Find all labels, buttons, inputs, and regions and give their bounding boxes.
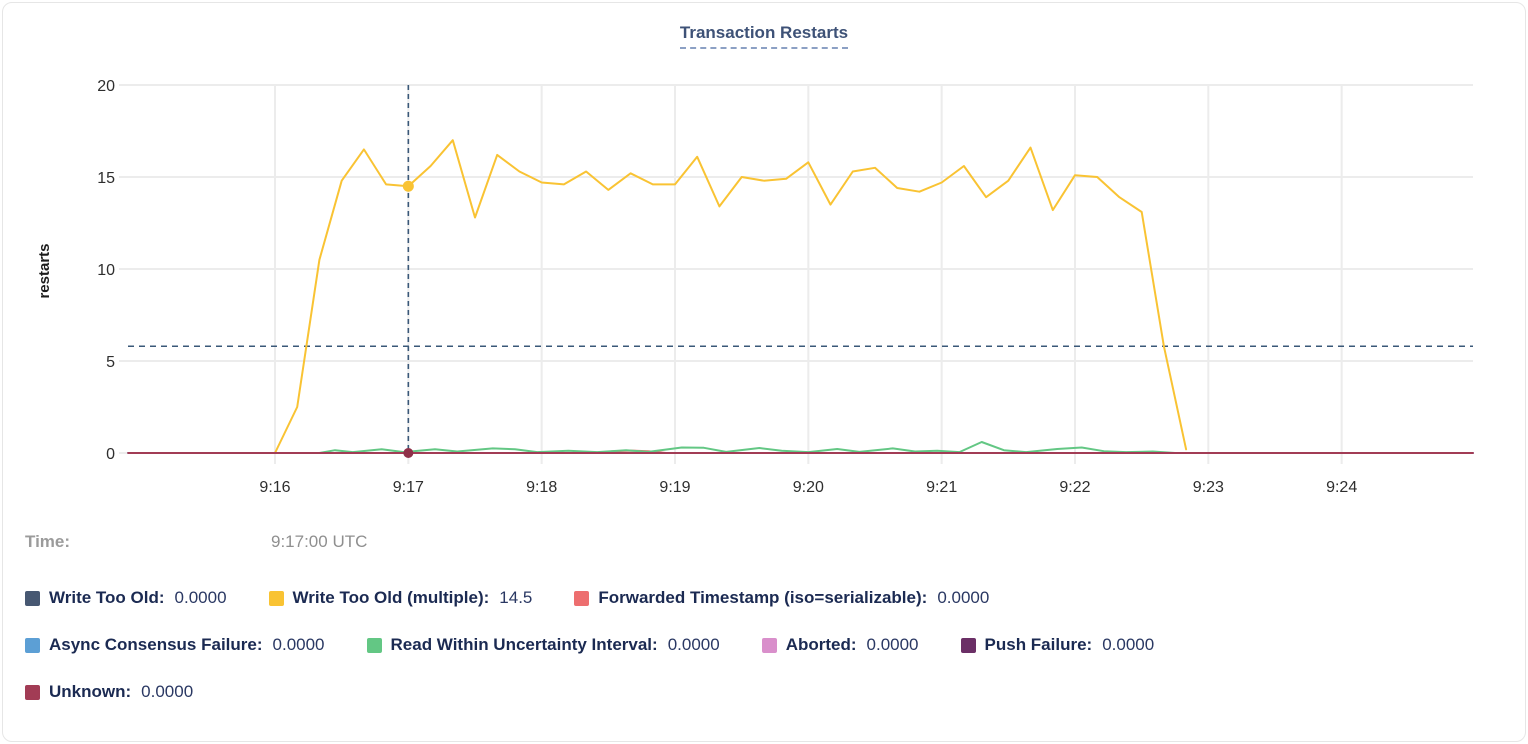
legend-label: Async Consensus Failure: [49,635,263,654]
legend-item-push-failure[interactable]: Push Failure: 0.0000 [960,634,1155,656]
x-axis-tick-label: 9:18 [526,479,557,496]
legend-value: 0.0000 [141,682,194,701]
legend-swatch-icon [25,684,40,700]
legend-swatch-icon [761,637,777,653]
x-axis-tick-label: 9:16 [259,479,290,496]
legend-value: 0.0000 [667,635,720,654]
x-axis-tick-label: 9:21 [926,479,957,496]
legend-value: 0.0000 [272,635,325,654]
legend-value: 0.0000 [866,635,919,654]
legend-row: Write Too Old: 0.0000 Write Too Old (multi… [25,587,1515,609]
hover-point-unknown [403,448,414,458]
legend-value: 0.0000 [1102,635,1155,654]
series-line-read-within-uncertainty-interval [127,441,1176,454]
legend-label: Push Failure: [984,635,1093,654]
legend-label: Forwarded Timestamp (iso=serializable): [598,588,928,607]
transaction-restarts-chart[interactable]: 0 5 10 15 20 9:16 9:17 9:18 9:19 9:20 9:21 9:22 9:23… [3,3,1526,511]
y-axis-tick-label: 5 [106,354,115,371]
legend-swatch-icon [268,590,284,606]
legend-item-unknown[interactable]: Unknown: 0.0000 [25,681,193,703]
hover-time-label: Time: [25,532,71,551]
chart-title[interactable]: Transaction Restarts [679,23,849,49]
hover-point-write-too-old-multiple [402,180,414,192]
legend-label: Aborted: [785,635,857,654]
hover-time-value: 9:17:00 UTC [271,532,368,551]
x-axis-tick-label: 9:17 [393,479,424,496]
series-line-write-too-old-multiple [274,139,1188,454]
legend-item-forwarded-timestamp-iso-serializable[interactable]: Forwarded Timestamp (iso=serializable): 0… [574,587,989,609]
legend-label: Read Within Uncertainty Interval: [390,635,658,654]
legend-value: 0.0000 [174,588,227,607]
x-axis-tick-label: 9:24 [1326,479,1357,496]
hover-time-row: Time: 9:17:00 UTC [25,532,367,552]
y-axis-tick-label: 10 [97,262,115,279]
legend-item-async-consensus-failure[interactable]: Async Consensus Failure: 0.0000 [25,634,325,656]
y-axis-tick-label: 0 [106,446,115,463]
legend-item-write-too-old-multiple[interactable]: Write Too Old (multiple): 14.5 [268,587,533,609]
x-axis-tick-label: 9:20 [793,479,824,496]
chart-legend: Write Too Old: 0.0000 Write Too Old (multi… [25,587,1515,703]
legend-item-aborted[interactable]: Aborted: 0.0000 [761,634,919,656]
legend-label: Write Too Old: [49,588,165,607]
y-axis-tick-label: 15 [97,170,115,187]
legend-value: 0.0000 [937,588,990,607]
x-axis-tick-label: 9:22 [1059,479,1090,496]
legend-row: Unknown: 0.0000 [25,681,1515,703]
legend-swatch-icon [574,590,590,606]
legend-swatch-icon [366,637,382,653]
chart-title-wrap: Transaction Restarts [3,23,1525,49]
y-axis-title: restarts [36,243,53,298]
x-axis-tick-label: 9:19 [659,479,690,496]
legend-value: 14.5 [499,588,533,607]
legend-swatch-icon [25,637,40,653]
legend-label: Unknown: [49,682,132,701]
y-axis-tick-label: 20 [97,78,115,95]
legend-swatch-icon [25,590,40,606]
legend-label: Write Too Old (multiple): [292,588,490,607]
legend-row: Async Consensus Failure: 0.0000 Read Withi… [25,634,1515,656]
x-axis-tick-label: 9:23 [1193,479,1224,496]
legend-swatch-icon [960,637,976,653]
legend-item-read-within-uncertainty-interval[interactable]: Read Within Uncertainty Interval: 0.0000 [366,634,720,656]
legend-item-write-too-old[interactable]: Write Too Old: 0.0000 [25,587,227,609]
